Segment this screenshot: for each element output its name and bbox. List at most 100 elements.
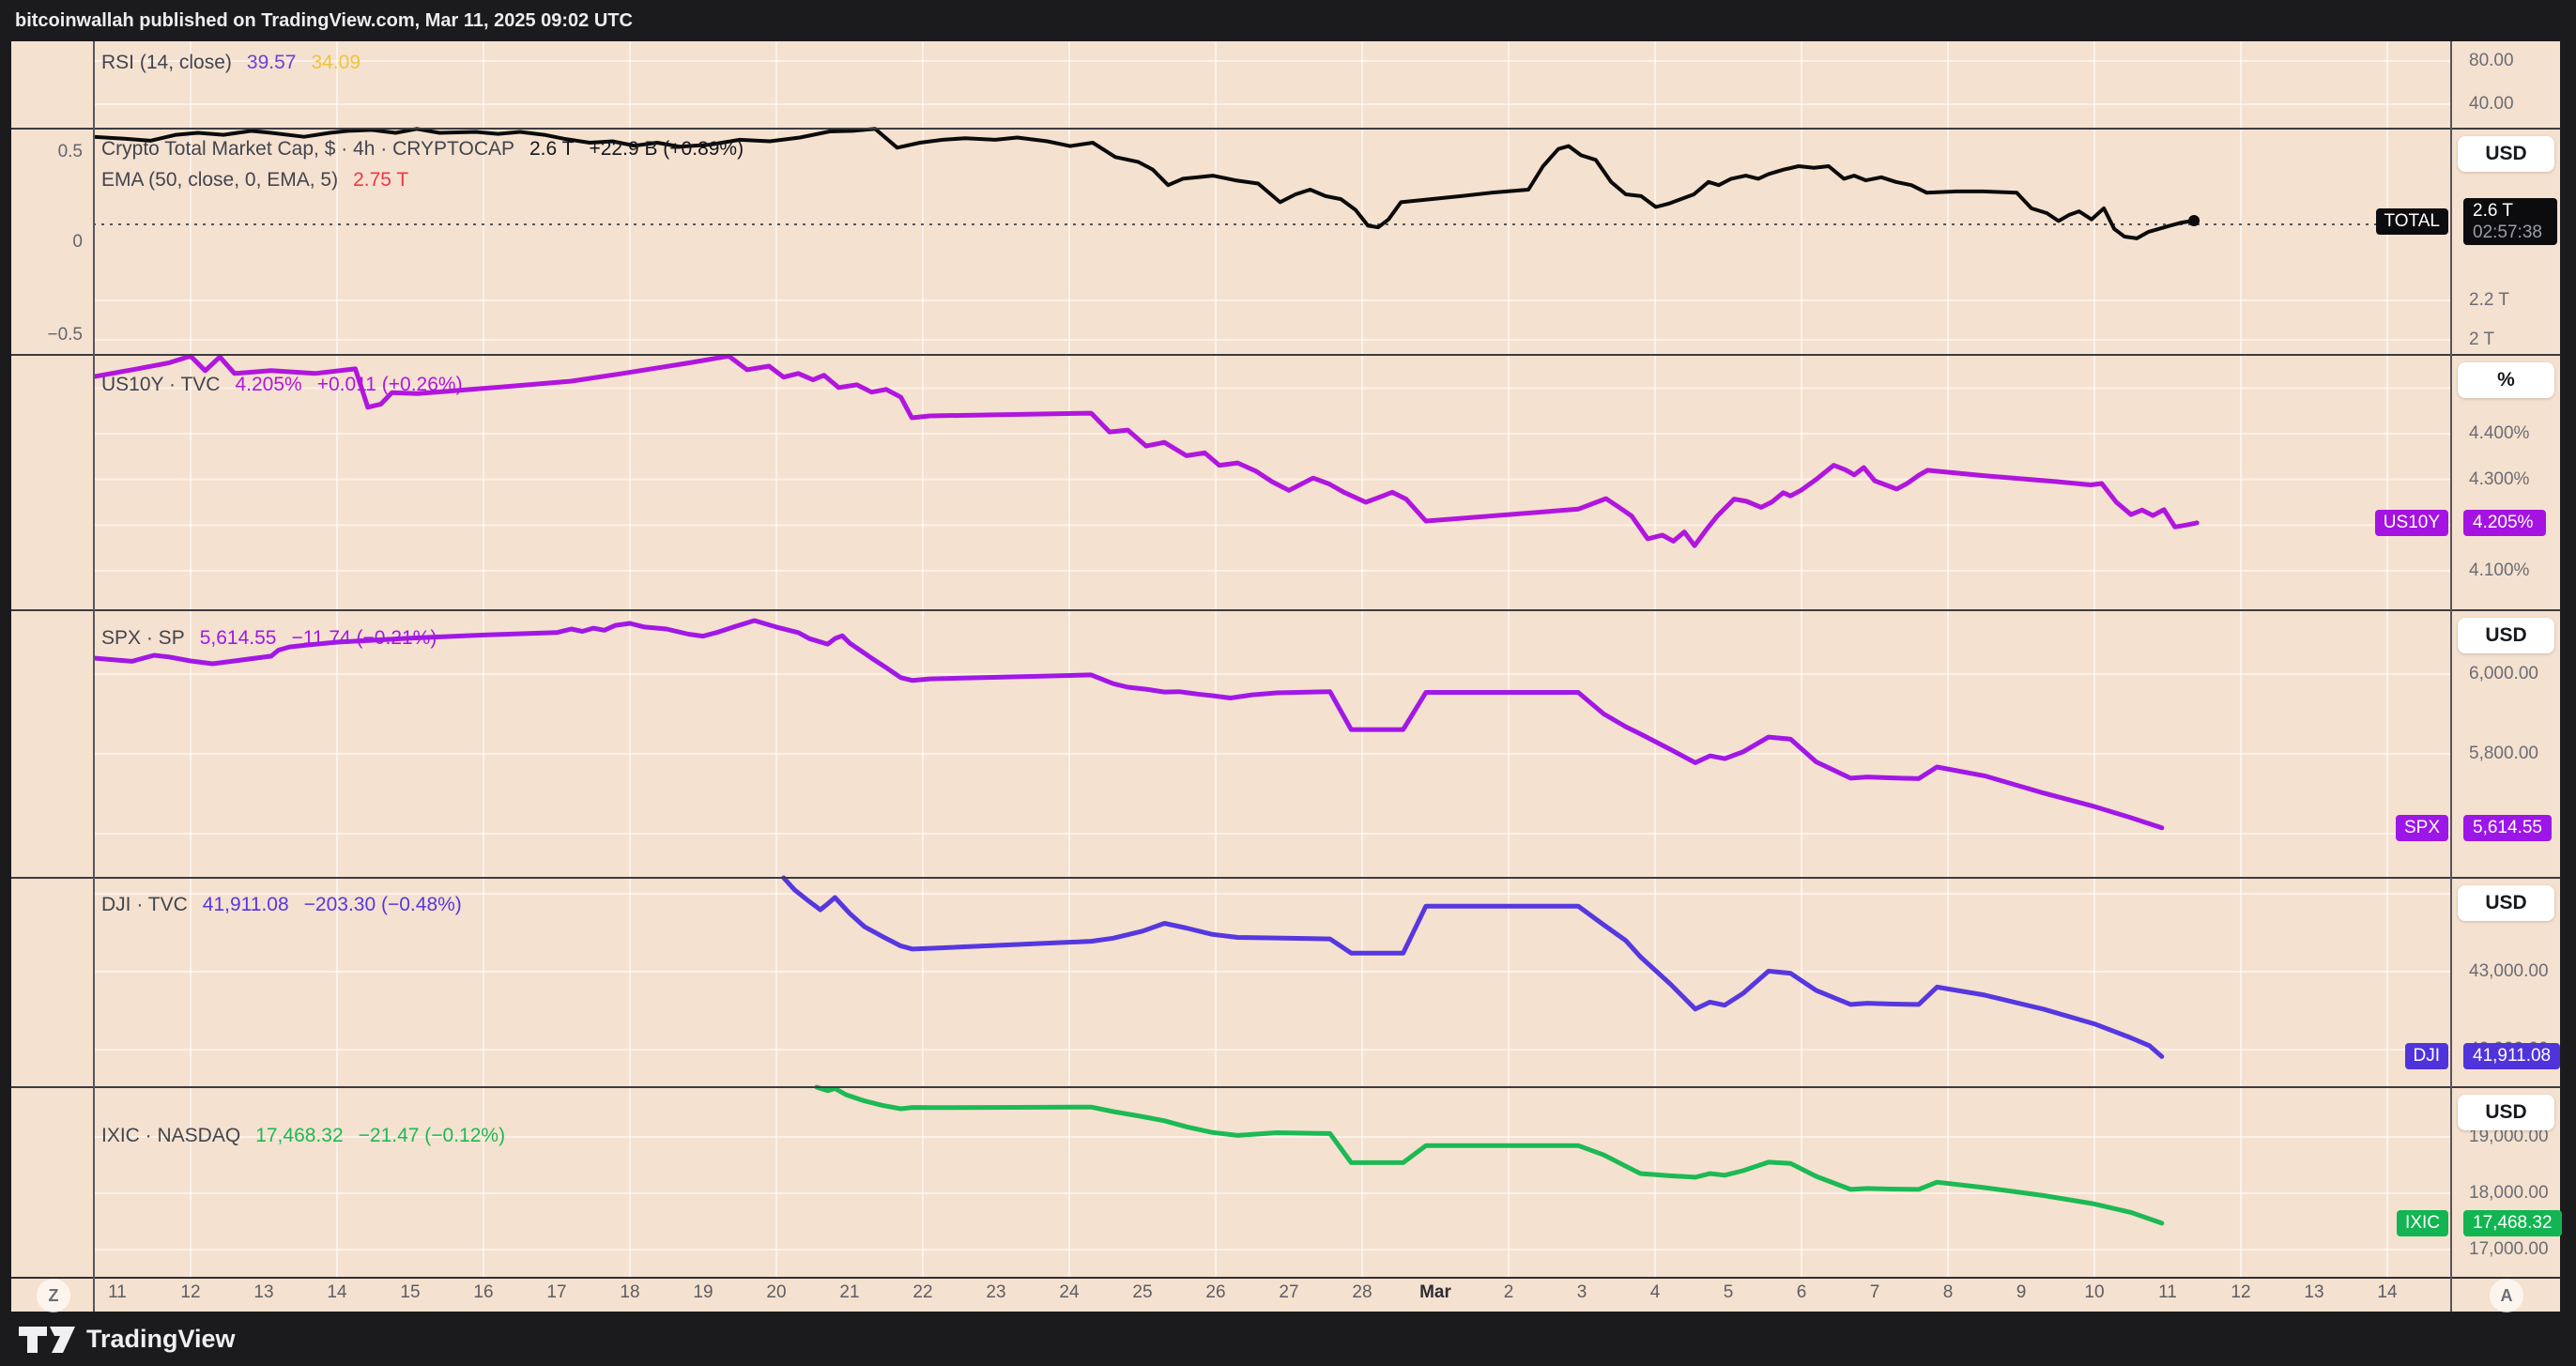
time-label: 28 <box>1352 1282 1372 1302</box>
legend-ixic[interactable]: IXIC · NASDAQ 17,468.32 −21.47 (−0.12%) <box>101 1124 505 1148</box>
time-label: 10 <box>2084 1282 2105 1302</box>
series-line-ixic <box>814 1084 2165 1226</box>
time-label: 8 <box>1942 1282 1954 1302</box>
symbol-label-badge-us10y[interactable]: US10Y <box>2374 509 2448 536</box>
time-label: 20 <box>766 1282 787 1302</box>
time-label: 2 <box>1503 1282 1514 1302</box>
pane-separator[interactable] <box>11 128 2560 130</box>
legend-text: RSI (14, close) <box>101 52 232 73</box>
pane-separator[interactable] <box>11 1086 2560 1088</box>
price-tick-label: 43,000.00 <box>2469 961 2549 981</box>
time-label: 16 <box>473 1282 494 1302</box>
legend-text: SPX · SP <box>101 627 185 649</box>
legend-text: −21.47 (−0.12%) <box>358 1125 506 1146</box>
legend-text: 41,911.08 <box>202 894 289 915</box>
legend-text: 5,614.55 <box>199 627 277 649</box>
legend-text: 2.6 T <box>529 138 575 160</box>
time-label: 4 <box>1649 1282 1661 1302</box>
auto-scale-button[interactable]: A <box>2490 1279 2523 1312</box>
symbol-label-badge-total[interactable]: TOTAL <box>2375 208 2448 235</box>
legend-text: 17,468.32 <box>255 1125 344 1146</box>
time-label: 17 <box>546 1282 567 1302</box>
publish-info-bar: bitcoinwallah published on TradingView.c… <box>0 0 2576 41</box>
price-tick-label: 80.00 <box>2469 51 2514 70</box>
last-price-badge[interactable]: 17,468.32 <box>2463 1209 2562 1236</box>
last-price-badge[interactable]: 5,614.55 <box>2463 814 2552 841</box>
chart-plot-canvas[interactable] <box>93 41 2450 1277</box>
legend-text: 2.75 T <box>353 169 409 191</box>
currency-toggle-USD[interactable]: USD <box>2458 885 2554 921</box>
legend-total[interactable]: Crypto Total Market Cap, $ · 4h · CRYPTO… <box>101 137 744 161</box>
series-line-total <box>93 127 2197 240</box>
legend-text: EMA (50, close, 0, EMA, 5) <box>101 169 339 191</box>
legend-text: −11.74 (−0.21%) <box>291 627 437 649</box>
legend-text: 39.57 <box>246 52 297 73</box>
legend-us10y[interactable]: US10Y · TVC 4.205% +0.011 (+0.26%) <box>101 373 463 397</box>
pane-separator[interactable] <box>11 354 2560 356</box>
time-scale-border <box>11 1277 2560 1279</box>
time-label: 24 <box>1059 1282 1080 1302</box>
time-label: 9 <box>2016 1282 2027 1302</box>
legend-total[interactable]: EMA (50, close, 0, EMA, 5) 2.75 T <box>101 168 408 192</box>
bar-countdown-timer: 02:57:38 <box>2473 223 2542 242</box>
legend-dji[interactable]: DJI · TVC 41,911.08 −203.30 (−0.48%) <box>101 893 462 917</box>
legend-text: +22.9 B (+0.89%) <box>589 138 744 160</box>
time-label: 11 <box>108 1282 127 1302</box>
price-tick-label: 18,000.00 <box>2469 1183 2549 1203</box>
currency-toggle-USD[interactable]: USD <box>2458 1095 2554 1130</box>
left-scale-label: 0 <box>72 232 83 252</box>
time-label: 13 <box>253 1282 274 1302</box>
legend-text: 34.09 <box>311 52 361 73</box>
currency-toggle-pct[interactable]: % <box>2458 362 2554 398</box>
legend-text: IXIC · NASDAQ <box>101 1125 241 1146</box>
time-label: 12 <box>2231 1282 2251 1302</box>
time-label: 14 <box>327 1282 347 1302</box>
time-label: 15 <box>400 1282 421 1302</box>
pane-separator[interactable] <box>11 609 2560 611</box>
legend-rsi[interactable]: RSI (14, close) 39.57 34.09 <box>101 51 360 75</box>
time-scale[interactable]: Z A 11 12 13 14 15 16 17 18 19 20 21 22 23 24 25 26 27 28… <box>11 1279 2560 1312</box>
pane-separator[interactable] <box>11 877 2560 879</box>
time-label: 25 <box>1132 1282 1153 1302</box>
legend-text: DJI · TVC <box>101 894 188 915</box>
price-tick-label: 4.100% <box>2469 560 2530 580</box>
price-tick-label: 2 T <box>2469 330 2495 349</box>
currency-toggle-USD[interactable]: USD <box>2458 136 2554 172</box>
scroll-left-button[interactable]: Z <box>37 1279 70 1312</box>
right-price-scale-border <box>2450 41 2452 1312</box>
last-price-badge[interactable]: 41,911.08 <box>2463 1043 2561 1070</box>
time-label: 6 <box>1796 1282 1807 1302</box>
publish-info-text: bitcoinwallah published on TradingView.c… <box>15 10 633 31</box>
tradingview-logo-icon[interactable] <box>19 1325 77 1355</box>
time-label: 23 <box>986 1282 1006 1302</box>
last-price-dot <box>2188 214 2200 226</box>
price-tick-label: 17,000.00 <box>2469 1239 2549 1259</box>
footer-bar: TradingView <box>0 1312 2576 1366</box>
legend-text: 4.205% <box>235 374 302 395</box>
left-scale-label: −0.5 <box>47 325 83 345</box>
time-label: 12 <box>180 1282 201 1302</box>
last-price-value: 2.6 T <box>2473 201 2513 221</box>
legend-text: −203.30 (−0.48%) <box>303 894 462 915</box>
time-label: 27 <box>1279 1282 1299 1302</box>
legend-text: Crypto Total Market Cap, $ · 4h · CRYPTO… <box>101 138 514 160</box>
time-label: Mar <box>1419 1282 1451 1302</box>
series-line-spx <box>93 618 2165 831</box>
legend-spx[interactable]: SPX · SP 5,614.55 −11.74 (−0.21%) <box>101 626 437 651</box>
chart-area[interactable]: 0.5 0 −0.5 80.00 40.00 2.2 T 2 T USD 2.6 T 02:57… <box>11 41 2562 1312</box>
symbol-label-badge-spx[interactable]: SPX <box>2395 814 2448 841</box>
symbol-label-badge-ixic[interactable]: IXIC <box>2397 1209 2448 1236</box>
last-price-badge[interactable]: 4.205% <box>2463 509 2546 536</box>
symbol-label-badge-dji[interactable]: DJI <box>2404 1043 2448 1070</box>
time-label: 7 <box>1869 1282 1880 1302</box>
price-tick-label: 2.2 T <box>2469 290 2509 310</box>
legend-text: +0.011 (+0.26%) <box>316 374 463 395</box>
time-label: 19 <box>693 1282 713 1302</box>
currency-toggle-USD[interactable]: USD <box>2458 618 2554 653</box>
right-edge-strip <box>2560 41 2576 1312</box>
price-tick-label: 19,000.00 <box>2469 1127 2549 1146</box>
price-tick-label: 4.300% <box>2469 468 2530 489</box>
price-tick-label: 4.400% <box>2469 423 2530 443</box>
time-label: 18 <box>620 1282 640 1302</box>
last-price-countdown-badge[interactable]: 2.6 T 02:57:38 <box>2463 198 2557 245</box>
